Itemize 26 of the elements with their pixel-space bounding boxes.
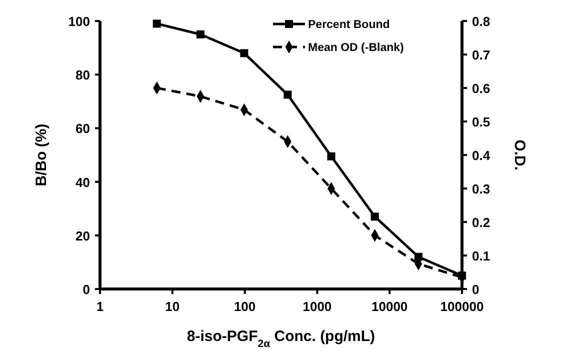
y-tick-label: 60 [76,121,90,136]
y2-tick-label: 0.3 [472,182,490,196]
y2-tick-label: 0.1 [472,248,490,264]
x-axis-title: 8-iso-PGF$_{2α}$ Conc. (pg/mL) [186,328,376,350]
y2-tick-label: 0.5 [472,114,490,130]
y2-tick-label: 0.7 [472,48,490,62]
x-tick-label: 10000 [372,299,408,314]
y2-tick-label: 0 [472,282,480,297]
y-tick-label: 20 [76,228,90,244]
x-tick-label: 100 [234,299,256,314]
x-tick-label: 100000 [440,299,484,314]
y2-tick-label: 0.4 [472,148,491,163]
x-tick-label: 1 [96,299,104,314]
y-axis-title: B/Bo (%) [33,124,50,186]
y2-tick-label: 0.6 [472,81,490,96]
legend-label: Percent Bound [308,19,390,31]
y-tick-label: 100 [68,14,90,29]
legend-label: Mean OD (-Blank) [308,42,404,54]
y-tick-label: 40 [76,174,90,190]
y2-tick-label: 0.8 [472,14,490,29]
x-tick-label: 10 [165,299,180,314]
y-tick-label: 0 [82,282,90,297]
y2-tick-label: 0.2 [472,215,490,230]
x-tick-label: 1000 [302,299,332,314]
y2-axis-title: O.D. [511,140,528,170]
y-tick-label: 80 [76,68,90,83]
